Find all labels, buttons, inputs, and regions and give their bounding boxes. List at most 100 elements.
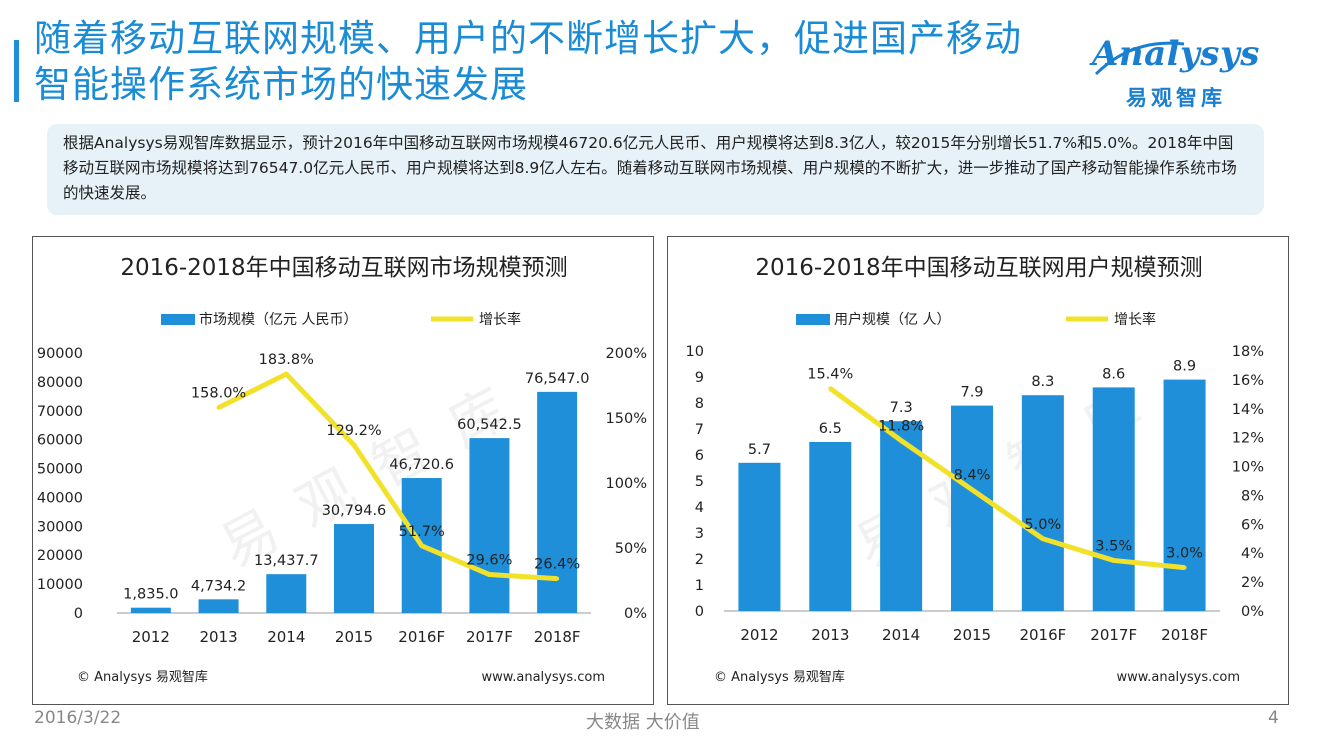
y-tick-left: 90000: [37, 346, 83, 362]
growth-rate-line: [828, 386, 1185, 571]
x-tick-label: 2015: [335, 628, 373, 646]
y-tick-left: 7: [695, 422, 704, 438]
growth-rate-label: 11.8%: [878, 419, 924, 435]
bar: [266, 574, 307, 613]
y-tick-right: 14%: [1232, 402, 1264, 418]
y-tick-right: 10%: [1232, 460, 1264, 476]
y-tick-left: 10000: [37, 577, 83, 593]
y-tick-right: 0%: [1241, 604, 1264, 620]
x-tick-label: 2016F: [1019, 626, 1066, 644]
x-tick-label: 2017F: [1090, 626, 1137, 644]
bar-value-label: 30,794.6: [322, 503, 387, 519]
y-tick-left: 8: [695, 396, 704, 412]
bar: [809, 442, 852, 611]
title-accent-bar: [14, 40, 19, 102]
x-tick-label: 2018F: [1161, 626, 1208, 644]
growth-rate-label: 29.6%: [466, 553, 512, 569]
growth-rate-point: [216, 405, 221, 410]
bar-value-label: 8.6: [1102, 366, 1125, 382]
bar-value-label: 8.9: [1173, 359, 1196, 375]
chart-title: 2016-2018年中国移动互联网市场规模预测: [120, 255, 567, 281]
chart-source: © Analysys 易观智库: [77, 669, 208, 685]
growth-rate-point: [352, 443, 356, 448]
growth-rate-point: [1182, 565, 1187, 570]
growth-rate-label: 129.2%: [326, 423, 381, 439]
legend-bar-label: 市场规模（亿元 人民币）: [199, 311, 357, 328]
y-tick-left: 1: [695, 578, 704, 594]
growth-rate-point: [899, 438, 904, 443]
bar: [1092, 387, 1135, 611]
x-tick-label: 2013: [811, 626, 849, 644]
y-tick-left: 4: [695, 500, 704, 516]
y-tick-left: 20000: [37, 548, 83, 564]
legend-bar-label: 用户规模（亿 人）: [834, 311, 950, 328]
y-tick-right: 200%: [606, 346, 647, 362]
growth-rate-point: [828, 386, 833, 391]
legend-line-label: 增长率: [479, 311, 521, 328]
x-tick-label: 2014: [267, 628, 305, 646]
chart-website: www.analysys.com: [482, 670, 605, 685]
growth-rate-label: 8.4%: [954, 468, 991, 484]
y-tick-left: 5: [695, 474, 704, 490]
logo-chinese: 易观智库: [1126, 86, 1226, 110]
bar-value-label: 4,734.2: [191, 578, 246, 594]
y-tick-left: 0: [695, 604, 704, 620]
y-tick-right: 18%: [1232, 344, 1264, 360]
growth-rate-point: [1111, 558, 1116, 563]
bar-value-label: 7.3: [890, 400, 913, 416]
bar: [1021, 395, 1064, 611]
x-tick-label: 2012: [132, 628, 170, 646]
y-tick-right: 16%: [1232, 373, 1264, 389]
y-tick-right: 12%: [1232, 431, 1264, 447]
page-title-line2: 智能操作系统市场的快速发展: [34, 63, 528, 106]
page-title-line1: 随着移动互联网规模、用户的不断增长扩大，促进国产移动: [34, 17, 1022, 60]
y-tick-left: 70000: [37, 404, 83, 420]
bar-value-label: 7.9: [960, 385, 983, 401]
page-title: 随着移动互联网规模、用户的不断增长扩大，促进国产移动 智能操作系统市场的快速发展: [34, 16, 1094, 108]
y-tick-left: 30000: [37, 519, 83, 535]
growth-rate-point: [970, 487, 974, 492]
chart-website: www.analysys.com: [1117, 670, 1240, 685]
bar-value-label: 60,542.5: [457, 417, 522, 433]
growth-rate-label: 5.0%: [1024, 517, 1061, 533]
y-tick-left: 0: [74, 606, 83, 622]
y-tick-left: 6: [695, 448, 704, 464]
bar: [198, 599, 239, 613]
x-tick-label: 2017F: [466, 628, 513, 646]
x-tick-label: 2013: [199, 628, 237, 646]
growth-rate-label: 158.0%: [191, 386, 246, 402]
y-tick-left: 40000: [37, 490, 83, 506]
bar: [738, 462, 781, 611]
bar-value-label: 5.7: [748, 442, 771, 458]
bar-value-label: 46,720.6: [389, 457, 454, 473]
logo-wordmark: Analysys: [1092, 34, 1260, 74]
summary-box: 根据Analysys易观智库数据显示，预计2016年中国移动互联网市场规模467…: [47, 124, 1264, 215]
y-tick-right: 6%: [1241, 517, 1264, 533]
growth-rate-point: [419, 543, 424, 548]
growth-rate-line: [217, 371, 558, 582]
y-tick-right: 150%: [606, 411, 647, 427]
y-tick-right: 8%: [1241, 488, 1264, 504]
growth-rate-point: [1040, 536, 1045, 541]
bar-value-label: 1,835.0: [123, 587, 178, 603]
x-tick-label: 2016F: [398, 628, 445, 646]
y-tick-left: 50000: [37, 462, 83, 478]
growth-rate-label: 3.0%: [1166, 546, 1203, 562]
logo-swoosh-icon: [1094, 41, 1185, 76]
bar-value-label: 6.5: [819, 421, 842, 437]
growth-rate-label: 15.4%: [807, 367, 853, 383]
growth-rate-label: 3.5%: [1095, 538, 1132, 554]
legend-line-label: 增长率: [1114, 311, 1156, 328]
page-number: 4: [1268, 708, 1279, 728]
y-tick-left: 3: [695, 526, 704, 542]
bar-value-label: 8.3: [1031, 374, 1054, 390]
bar-value-label: 76,547.0: [525, 371, 590, 387]
legend-bar-swatch: [796, 314, 830, 325]
growth-rate-label: 183.8%: [259, 352, 314, 368]
footer-slogan: 大数据 大价值: [586, 712, 700, 733]
growth-rate-label: 26.4%: [534, 557, 580, 573]
y-tick-right: 0%: [624, 606, 647, 622]
x-tick-label: 2014: [882, 626, 920, 644]
chart-title: 2016-2018年中国移动互联网用户规模预测: [755, 255, 1202, 281]
